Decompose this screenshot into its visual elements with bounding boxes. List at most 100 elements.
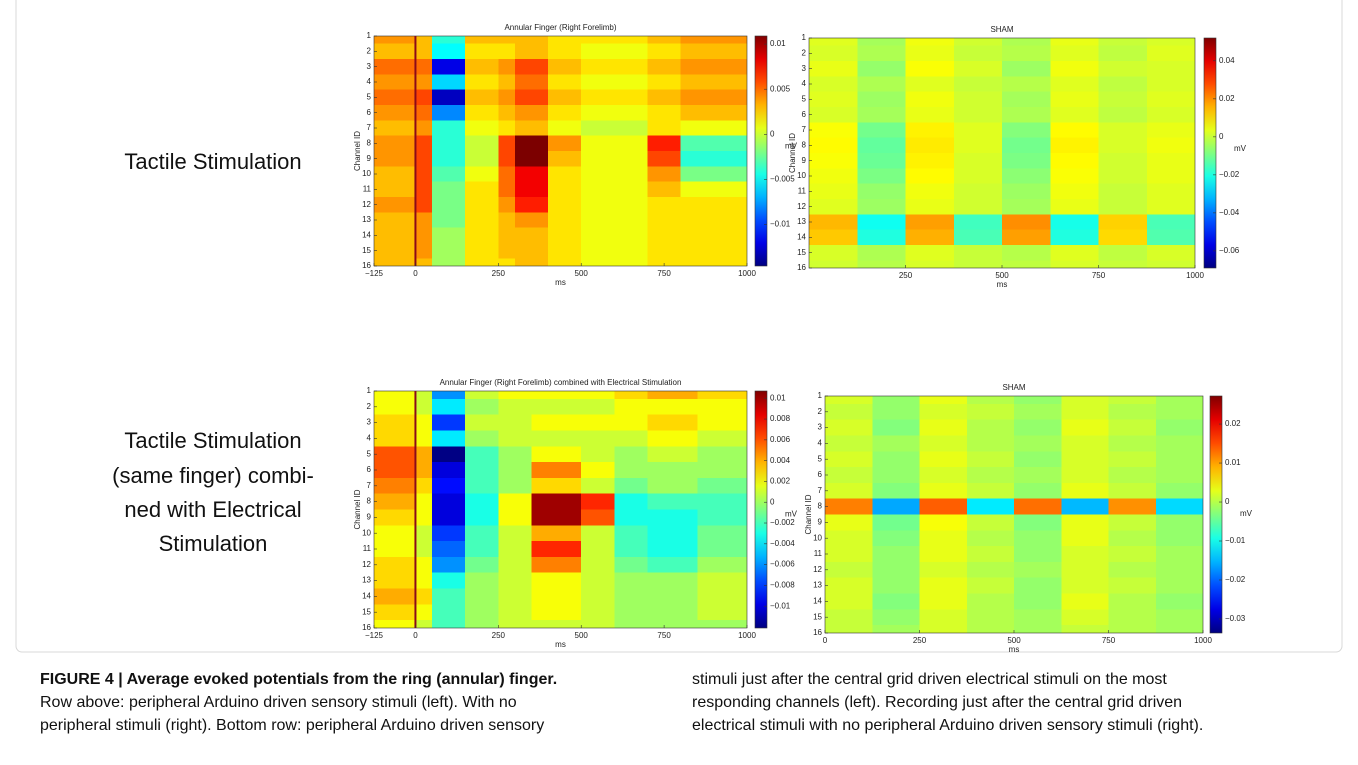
colorbar-tick-label: −0.03 (1225, 614, 1246, 623)
heatmap-cell (953, 168, 1002, 184)
heatmap-cell (857, 260, 906, 268)
panel-title: SHAM (1002, 383, 1025, 392)
heatmap-cell (680, 120, 747, 136)
heatmap-cell (809, 61, 858, 77)
heatmap-cell (697, 541, 747, 557)
heatmap-cell (374, 541, 416, 557)
heatmap-cell (857, 137, 906, 153)
y-tick-label: 14 (362, 230, 371, 239)
heatmap-cell (465, 166, 499, 182)
heatmap-cell (857, 107, 906, 123)
panel-title: Annular Finger (Right Forelimb) (504, 23, 616, 32)
y-tick-label: 15 (797, 248, 806, 257)
heatmap-cell (825, 593, 873, 610)
heatmap-cell (465, 620, 499, 628)
colorbar-tick-label: −0.02 (1225, 575, 1246, 584)
colorbar-tick-label: −0.006 (770, 560, 795, 569)
heatmap-cell (857, 168, 906, 184)
heatmap-cell (1108, 451, 1156, 468)
colorbar-label: mV (1234, 144, 1247, 153)
heatmap-cell (697, 493, 747, 510)
heatmap-cell (647, 398, 698, 415)
heatmap-cell (374, 414, 416, 431)
heatmap-cell (1061, 403, 1109, 420)
heatmap-cell (953, 183, 1002, 199)
heatmap-cell (1002, 137, 1051, 153)
heatmap-cell (1155, 435, 1203, 452)
heatmap-cell (531, 414, 582, 431)
heatmap-cell (966, 451, 1014, 468)
heatmap-cell (614, 588, 648, 605)
heatmap-cell (919, 593, 967, 610)
heatmap-cell (548, 166, 582, 182)
y-tick-label: 1 (818, 391, 823, 400)
y-tick-label: 7 (367, 481, 372, 490)
y-tick-label: 14 (813, 597, 822, 606)
heatmap-cell (647, 391, 698, 399)
heatmap-cell (432, 509, 466, 526)
colorbar-tick-label: 0.01 (770, 39, 786, 48)
heatmap-cell (809, 137, 858, 153)
heatmap-cell (919, 546, 967, 562)
heatmap-cell (647, 59, 681, 75)
heatmap-cell (531, 604, 582, 621)
heatmap-cell (905, 76, 954, 92)
heatmap-cell (465, 414, 499, 431)
heatmap-cell (581, 398, 615, 415)
x-tick-label: 1000 (738, 269, 756, 278)
heatmap-cell (1155, 396, 1203, 404)
heatmap-cell (966, 403, 1014, 420)
heatmap-cell (919, 403, 967, 420)
y-tick-label: 4 (367, 434, 372, 443)
heatmap-cell (1155, 514, 1203, 531)
heatmap-cell (919, 482, 967, 499)
heatmap-cell (905, 91, 954, 107)
y-axis-label: Channel ID (353, 131, 362, 171)
heatmap-cell (498, 89, 515, 105)
heatmap-cell (1108, 419, 1156, 436)
heatmap-cell (415, 604, 433, 621)
colorbar-tick-label: −0.002 (770, 518, 795, 527)
heatmap-cell (374, 151, 416, 167)
x-tick-label: 750 (1102, 636, 1116, 645)
heatmap-cell (465, 120, 499, 136)
heatmap-cell (1002, 38, 1051, 46)
heatmap-cell (1108, 577, 1156, 594)
heatmap-cell (465, 181, 499, 197)
heatmap-cell (680, 151, 747, 167)
y-tick-label: 8 (367, 138, 372, 147)
heatmap-cell (415, 414, 433, 431)
heatmap-cell (1155, 609, 1203, 626)
heatmap-cell (697, 430, 747, 447)
heatmap-cell (1002, 260, 1051, 268)
heatmap-cell (1146, 38, 1195, 46)
heatmap-cell (531, 588, 582, 605)
y-tick-label: 4 (818, 439, 823, 448)
heatmap-cell (647, 151, 681, 167)
y-tick-label: 9 (367, 513, 372, 522)
heatmap-cell (531, 391, 582, 399)
colorbar-tick-label: 0.005 (770, 84, 791, 93)
y-tick-label: 14 (797, 232, 806, 241)
x-tick-label: 250 (913, 636, 927, 645)
y-tick-label: 12 (362, 560, 371, 569)
heatmap-cell (581, 477, 615, 494)
heatmap-cell (498, 258, 515, 266)
heatmap-cell (1108, 467, 1156, 483)
heatmap-cell (697, 588, 747, 605)
heatmap-cell (647, 166, 681, 182)
heatmap-cell (465, 36, 499, 44)
y-tick-label: 7 (818, 486, 823, 495)
heatmap-cell (953, 122, 1002, 138)
heatmap-cell (1108, 403, 1156, 420)
heatmap-cell (498, 414, 532, 431)
colorbar-tick-label: 0.04 (1219, 56, 1235, 65)
colorbar-tick-label: −0.01 (770, 220, 791, 229)
heatmap-cell (1098, 76, 1147, 92)
x-tick-label: 250 (492, 269, 506, 278)
heatmap-cell (1146, 137, 1195, 153)
heatmap-cell (953, 38, 1002, 46)
heatmap-cell (514, 43, 549, 59)
heatmap-cell (905, 38, 954, 46)
heatmap-cell (465, 74, 499, 90)
